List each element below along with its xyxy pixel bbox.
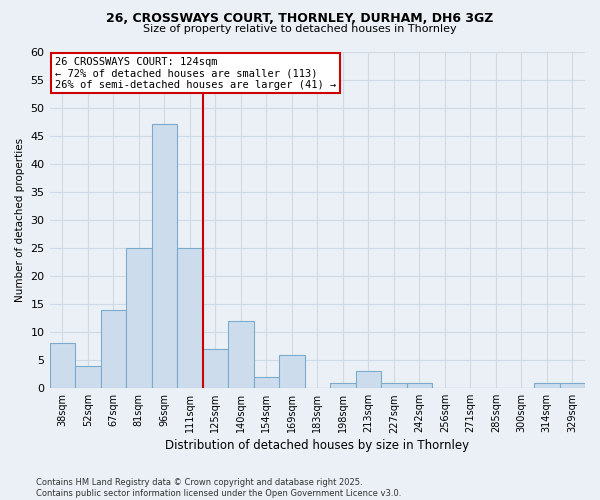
Bar [126, 248, 152, 388]
Bar [254, 377, 279, 388]
Bar [203, 349, 228, 388]
Text: Contains HM Land Registry data © Crown copyright and database right 2025.
Contai: Contains HM Land Registry data © Crown c… [36, 478, 401, 498]
Bar [75, 366, 101, 388]
X-axis label: Distribution of detached houses by size in Thornley: Distribution of detached houses by size … [165, 440, 469, 452]
Text: 26 CROSSWAYS COURT: 124sqm
← 72% of detached houses are smaller (113)
26% of sem: 26 CROSSWAYS COURT: 124sqm ← 72% of deta… [55, 56, 336, 90]
Bar [177, 248, 203, 388]
Bar [407, 382, 432, 388]
Bar [228, 321, 254, 388]
Bar [101, 310, 126, 388]
Y-axis label: Number of detached properties: Number of detached properties [15, 138, 25, 302]
Bar [50, 344, 75, 388]
Bar [279, 354, 305, 388]
Bar [356, 372, 381, 388]
Bar [152, 124, 177, 388]
Text: 26, CROSSWAYS COURT, THORNLEY, DURHAM, DH6 3GZ: 26, CROSSWAYS COURT, THORNLEY, DURHAM, D… [106, 12, 494, 26]
Bar [534, 382, 560, 388]
Text: Size of property relative to detached houses in Thornley: Size of property relative to detached ho… [143, 24, 457, 34]
Bar [381, 382, 407, 388]
Bar [330, 382, 356, 388]
Bar [560, 382, 585, 388]
